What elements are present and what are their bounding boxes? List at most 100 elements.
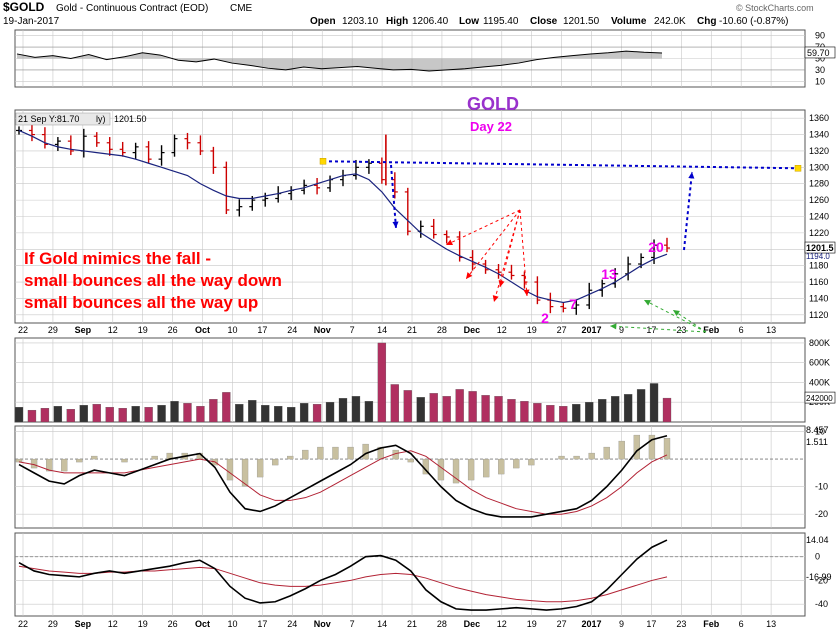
x-tick-label-bottom: Sep (75, 619, 92, 629)
symbol-title: $GOLD (3, 0, 45, 14)
volume-bar (546, 405, 555, 423)
green-dashed-arrow (609, 325, 707, 333)
red-dashed-arrow (493, 209, 521, 303)
x-tick-label-bottom: 10 (227, 619, 237, 629)
volume-bar (533, 403, 542, 423)
x-tick-label-top: 26 (168, 325, 178, 335)
price-tick-label: 1280 (809, 179, 829, 189)
red-dashed-arrow (465, 209, 521, 280)
macd-histogram-bar (618, 440, 625, 460)
price-tick-label: 1320 (809, 146, 829, 156)
high-value: 1206.40 (412, 16, 449, 27)
exchange-label: CME (230, 3, 253, 14)
x-tick-label-top: 22 (18, 325, 28, 335)
price-tick-label: 1240 (809, 212, 829, 222)
osc-tick-label: 0 (815, 552, 820, 562)
volume-bar (338, 398, 348, 423)
price-tick-label: 1160 (809, 277, 828, 287)
x-tick-label-bottom: 27 (557, 619, 567, 629)
macd-signal-line (18, 450, 668, 515)
brand-label: © StockCharts.com (736, 3, 814, 13)
macd-histogram-bar (61, 458, 68, 472)
x-tick-label-top: 13 (766, 325, 776, 335)
volume-bar (623, 394, 633, 423)
volume-bar (105, 407, 114, 423)
volume-bar (559, 406, 568, 423)
volume-bar (468, 391, 477, 423)
macd-histogram-bar (91, 455, 98, 460)
macd-histogram-bar (648, 434, 656, 460)
hover-label: 21 Sep Y:81.70 (18, 114, 79, 124)
x-tick-label-top: 19 (527, 325, 537, 335)
volume-bar (131, 406, 140, 423)
x-tick-label-top: Feb (703, 325, 720, 335)
red-dashed-arrow-head (446, 239, 453, 246)
macd-tick-label: 10 (815, 427, 825, 437)
x-tick-label-bottom: 6 (739, 619, 744, 629)
macd-histogram-bar (573, 455, 580, 460)
blue-down-arrow-head (392, 221, 399, 228)
x-tick-label-bottom: 12 (108, 619, 118, 629)
volume-bar (455, 389, 464, 423)
x-tick-label-top: 9 (619, 325, 624, 335)
volume-bar (507, 399, 516, 423)
x-tick-label-bottom: 12 (497, 619, 507, 629)
macd-histogram-bar (558, 455, 565, 460)
rsi-last-value-box (804, 46, 836, 59)
price-tick-label: 1120 (809, 310, 828, 320)
x-tick-label-top: Oct (195, 325, 210, 335)
macd-histogram-bar (588, 452, 595, 460)
chg-value: -10.60 (-0.87%) (719, 16, 788, 27)
volume-bar (235, 404, 244, 423)
low-label: Low (459, 16, 479, 27)
volume-bar (611, 396, 620, 423)
x-tick-label-bottom: Nov (314, 619, 331, 629)
volume-bar (287, 407, 296, 423)
macd-tick-label: -20 (815, 509, 828, 519)
x-tick-label-bottom: 14 (377, 619, 387, 629)
macd-histogram-bar (226, 458, 234, 481)
price-last-value: 1201.5 (806, 243, 834, 253)
volume-tick-label: 400K (809, 377, 830, 387)
x-tick-label-bottom: 7 (350, 619, 355, 629)
volume-bar (92, 404, 101, 423)
x-tick-label-top: 6 (739, 325, 744, 335)
macd-histogram-bar (256, 458, 264, 478)
annotation-gold-title: GOLD (467, 94, 519, 114)
osc-last-value: 14.04 (806, 535, 829, 545)
volume-bar (390, 384, 399, 423)
rsi-tick-label: 10 (815, 76, 825, 86)
macd-histogram-bar (498, 458, 505, 475)
macd-histogram-bar (407, 458, 414, 463)
osc-signal-value: -16.99 (806, 572, 832, 582)
macd-histogram-bar (121, 458, 128, 463)
x-tick-label-top: 17 (646, 325, 656, 335)
blue-down-arrow (390, 164, 397, 229)
volume-last-value: 242000 (806, 394, 833, 403)
panel-frame-macd (14, 425, 806, 529)
annotation-day-label: Day 22 (470, 119, 512, 134)
price-tick-label: 1300 (809, 162, 829, 172)
volume-bar (79, 405, 88, 423)
close-value: 1201.50 (563, 16, 600, 27)
volume-value: 242.0K (654, 16, 686, 27)
macd-histogram-bar (30, 458, 38, 469)
x-tick-label-bottom: 23 (676, 619, 686, 629)
x-tick-label-top: 21 (407, 325, 417, 335)
volume-last-value-box (804, 391, 836, 404)
rsi-line (16, 50, 663, 72)
rsi-tick-label: 90 (815, 31, 825, 41)
open-label: Open (310, 16, 336, 27)
annotation-count-label: 7 (569, 296, 577, 312)
annotation-note-line: small bounces all the way up (24, 293, 258, 312)
x-tick-label-top: 28 (437, 325, 447, 335)
x-tick-label-bottom: 19 (527, 619, 537, 629)
x-tick-label-top: 10 (227, 325, 237, 335)
green-dashed-arrow-head (610, 323, 617, 330)
red-dashed-arrow (499, 209, 521, 288)
x-tick-label-top: 14 (377, 325, 387, 335)
price-tick-label: 1260 (809, 195, 829, 205)
volume-bar (429, 393, 438, 423)
